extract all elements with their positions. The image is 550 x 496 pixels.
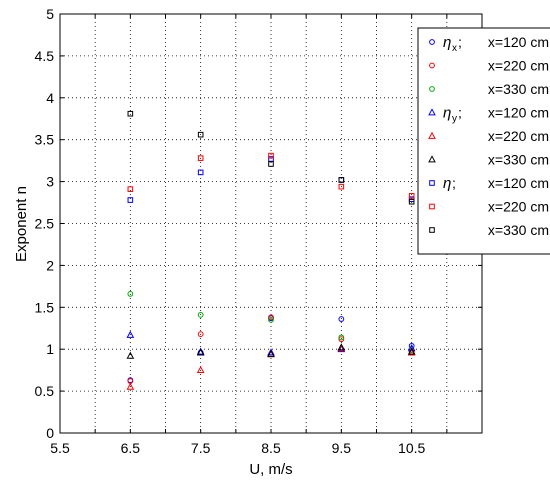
data-points [126, 110, 416, 390]
data-point-triangle [407, 344, 416, 352]
legend-entry-label: x=220 cm [488, 58, 549, 74]
x-tick-label: 8.5 [261, 440, 281, 456]
data-point-square [127, 197, 134, 203]
legend-group-suffix: ; [458, 34, 462, 50]
legend-marker-square [429, 180, 435, 186]
y-tick-label: 3.5 [35, 132, 55, 148]
x-axis-label: U, m/s [249, 461, 292, 478]
legend-box [417, 27, 550, 255]
y-tick-label: 1.5 [35, 299, 55, 315]
legend-marker-circle [429, 39, 435, 45]
plot-area [60, 14, 482, 433]
legend-marker-square [429, 227, 435, 233]
data-point-triangle [337, 343, 346, 351]
legend-entry-label: x=220 cm [488, 199, 549, 215]
legend-entry-label: x=330 cm [488, 152, 549, 168]
y-tick-label: 4.5 [35, 48, 55, 64]
data-point-circle [338, 316, 345, 322]
data-point-circle [127, 290, 134, 297]
data-point-circle [268, 314, 274, 321]
data-point-triangle [267, 348, 275, 356]
legend-marker-circle [429, 86, 435, 92]
y-tick-label: 4 [46, 90, 54, 106]
data-point-square [338, 183, 345, 190]
legend: x=120 cmη x ;x=220 cmx=330 cmx=120 cmη y ;x=… [417, 27, 550, 255]
x-tick-label: 6.5 [121, 440, 141, 456]
data-point-square [197, 155, 204, 161]
data-point-circle [197, 331, 204, 338]
legend-entry-label: x=330 cm [488, 222, 549, 238]
data-point-circle [338, 334, 345, 341]
data-point-square [408, 198, 415, 205]
data-point-square [408, 193, 415, 199]
y-tick-label: 1 [46, 341, 54, 357]
y-tick-label: 3 [46, 174, 54, 190]
y-axis-label: Exponent n [13, 186, 30, 262]
legend-marker-square [429, 203, 435, 210]
data-point-triangle [407, 347, 416, 355]
legend-entry-label: x=120 cm [488, 175, 549, 191]
legend-group-suffix: ; [458, 105, 462, 121]
data-point-circle [338, 336, 345, 343]
data-point-circle [268, 316, 274, 323]
y-tick-label: 2 [46, 257, 54, 273]
y-tick-label: 0 [46, 425, 54, 441]
x-tick-label: 10.5 [398, 440, 425, 456]
legend-marker-triangle [428, 155, 436, 163]
data-point-square [197, 131, 204, 138]
y-tick-label: 5 [46, 6, 54, 22]
legend-group-symbol: η [443, 175, 451, 192]
legend-entry-label: x=120 cm [488, 34, 549, 50]
data-point-circle [197, 311, 204, 318]
legend-group-symbol: η [443, 105, 451, 122]
legend-group-subscript: x [452, 43, 457, 54]
data-point-square [197, 169, 204, 176]
data-point-triangle [267, 349, 275, 358]
tick-labels: 5.5 6.5 7.5 8.5 9.5 10.5 0 0.5 1 1.5 2 2.5 3 3.5 4 4.5 5 [35, 6, 426, 456]
y-tick-label: 2.5 [35, 216, 55, 232]
legend-group-suffix: ; [452, 175, 456, 191]
data-point-square [268, 152, 274, 159]
data-point-triangle [126, 330, 135, 338]
data-point-triangle [126, 382, 135, 390]
data-point-square [127, 186, 134, 192]
legend-group-subscript: y [452, 114, 457, 125]
legend-entry-label: x=220 cm [488, 128, 549, 144]
legend-group-symbol: η [443, 34, 451, 51]
data-point-square [268, 161, 274, 167]
x-tick-label: 5.5 [50, 440, 70, 456]
x-tick-label: 9.5 [332, 440, 352, 456]
legend-entry-label: x=120 cm [488, 105, 549, 121]
data-point-square [127, 110, 134, 117]
data-point-triangle [126, 351, 135, 359]
x-tick-label: 7.5 [191, 440, 211, 456]
legend-entry-label: x=330 cm [488, 81, 549, 97]
data-point-triangle [196, 348, 205, 356]
data-point-triangle [196, 365, 205, 374]
legend-marker-triangle [428, 108, 436, 116]
legend-marker-triangle [428, 131, 436, 139]
legend-marker-circle [429, 62, 435, 69]
y-tick-label: 0.5 [35, 383, 55, 399]
data-point-square [338, 177, 345, 183]
